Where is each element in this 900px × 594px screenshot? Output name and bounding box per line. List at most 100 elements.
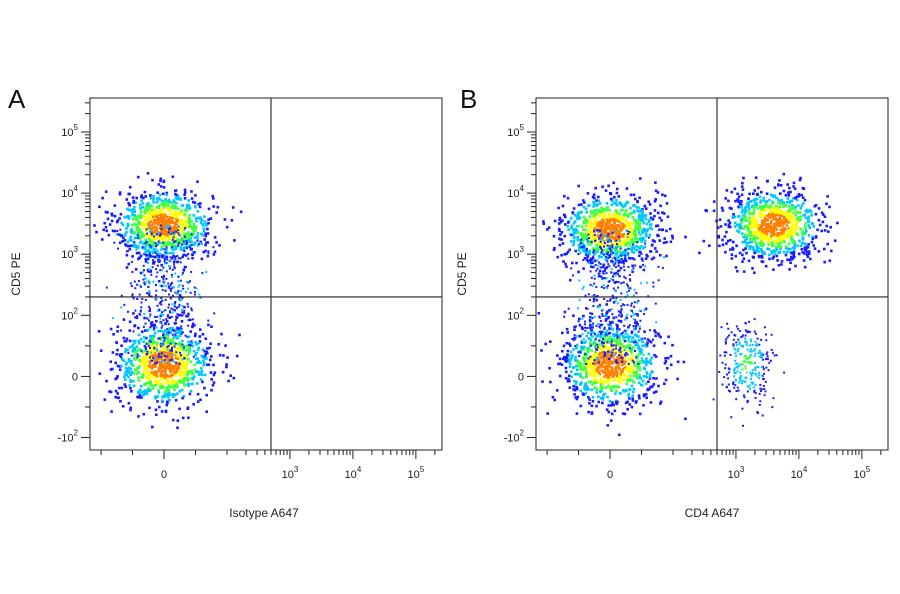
event-dot	[181, 297, 184, 299]
event-dot	[143, 329, 147, 332]
event-dot	[653, 214, 656, 218]
event-dot	[776, 234, 779, 237]
event-dot	[168, 200, 171, 204]
event-dot	[181, 204, 184, 207]
event-dot	[171, 175, 175, 179]
event-dot	[148, 289, 151, 292]
event-dot	[598, 221, 601, 224]
event-dot	[176, 364, 180, 368]
event-dot	[181, 343, 184, 346]
event-dot	[177, 232, 180, 235]
event-dot	[576, 237, 579, 240]
event-dot	[762, 243, 766, 246]
event-dot	[172, 384, 175, 387]
event-dot	[152, 194, 155, 198]
event-dot	[749, 238, 752, 241]
event-dot	[172, 226, 176, 229]
event-dot	[563, 358, 567, 362]
event-dot	[164, 197, 167, 201]
event-dot	[174, 226, 177, 229]
event-dot	[586, 350, 590, 354]
event-dot	[180, 332, 183, 335]
event-dot	[601, 244, 604, 248]
event-dot	[671, 234, 674, 238]
event-dot	[572, 384, 575, 388]
event-dot	[150, 348, 153, 352]
event-dot	[150, 383, 153, 387]
event-dot	[124, 233, 127, 236]
event-dot	[730, 257, 734, 260]
event-dot	[158, 337, 161, 340]
event-dot	[636, 366, 640, 370]
event-dot	[607, 316, 610, 319]
event-dot	[779, 239, 782, 242]
event-dot	[151, 234, 154, 237]
event-dot	[154, 357, 157, 360]
event-dot	[593, 331, 596, 335]
event-dot	[197, 341, 201, 345]
event-dot	[776, 239, 779, 243]
event-dot	[636, 357, 639, 360]
event-dot	[194, 353, 197, 357]
event-dot	[164, 251, 167, 254]
event-dot	[196, 232, 200, 235]
event-dot	[166, 215, 169, 218]
event-dot	[172, 231, 175, 234]
event-dot	[169, 259, 172, 262]
event-dot	[633, 218, 636, 222]
event-dot	[151, 250, 155, 254]
event-dot	[179, 377, 183, 380]
event-dot	[205, 224, 208, 227]
event-dot	[145, 336, 148, 339]
event-dot	[752, 218, 756, 221]
event-dot	[566, 353, 569, 356]
event-dot	[132, 230, 136, 234]
event-dot	[155, 361, 158, 364]
event-dot	[610, 346, 613, 350]
event-dot	[190, 270, 193, 273]
event-dot	[772, 268, 775, 271]
event-dot	[664, 357, 667, 360]
event-dot	[785, 210, 789, 213]
event-dot	[113, 204, 117, 207]
event-dot	[170, 201, 174, 205]
event-dot	[779, 245, 783, 249]
event-dot	[606, 371, 609, 375]
event-dot	[602, 396, 605, 399]
event-dot	[174, 356, 178, 360]
event-dot	[784, 204, 787, 207]
event-dot	[778, 205, 782, 209]
event-dot	[735, 244, 738, 248]
event-dot	[145, 369, 149, 373]
event-dot	[601, 386, 605, 390]
event-dot	[753, 251, 756, 254]
event-dot	[734, 266, 738, 269]
event-dot	[156, 395, 160, 398]
event-dot	[133, 346, 137, 350]
y-tick-exponent: 4	[74, 184, 79, 193]
event-dot	[604, 346, 608, 350]
event-dot	[652, 256, 656, 260]
event-dot	[153, 375, 156, 379]
x-tick-label: 0	[161, 469, 167, 481]
event-dot	[178, 293, 182, 297]
event-dot	[141, 350, 144, 354]
event-dot	[582, 216, 586, 219]
event-dot	[618, 201, 622, 204]
event-dot	[149, 196, 153, 200]
event-dot	[196, 244, 199, 247]
event-dot	[120, 344, 123, 347]
event-dot	[573, 372, 577, 376]
event-dot	[160, 382, 164, 386]
event-dot	[537, 311, 541, 315]
event-dot	[154, 349, 158, 353]
event-dot	[159, 252, 162, 255]
event-dot	[131, 343, 135, 347]
event-dot	[604, 267, 607, 270]
event-dot	[139, 214, 142, 218]
event-dot	[730, 190, 734, 194]
event-dot	[602, 382, 605, 385]
event-dot	[635, 206, 638, 209]
event-dot	[627, 340, 631, 343]
event-dot	[172, 373, 175, 377]
